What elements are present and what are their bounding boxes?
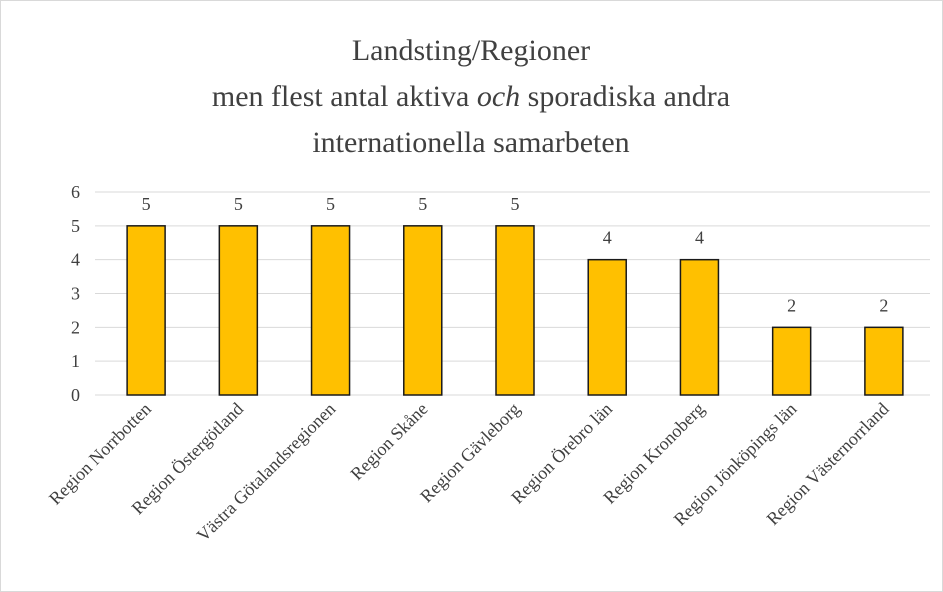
- data-label: 5: [418, 194, 427, 214]
- y-tick-label: 5: [71, 216, 80, 236]
- bar: [126, 225, 166, 396]
- bar: [864, 326, 904, 396]
- y-tick-label: 0: [71, 385, 80, 405]
- bar: [587, 258, 627, 396]
- bar: [495, 225, 535, 396]
- chart-title: men flest antal aktiva: [212, 80, 469, 113]
- y-tick-label: 3: [71, 284, 80, 304]
- bar: [310, 225, 351, 396]
- y-tick-label: 6: [71, 182, 80, 202]
- data-label: 2: [879, 295, 888, 315]
- data-label: 5: [142, 194, 151, 214]
- bar: [403, 225, 443, 396]
- data-label: 2: [787, 295, 796, 315]
- data-label: 5: [234, 194, 243, 214]
- y-tick-label: 4: [71, 250, 80, 270]
- bar: [771, 326, 812, 396]
- chart-title: Landsting/Regioner: [352, 34, 590, 67]
- chart-title: internationella samarbeten: [312, 126, 629, 159]
- data-label: 5: [511, 194, 520, 214]
- y-tick-label: 2: [71, 317, 80, 337]
- chart-title: sporadiska andra: [528, 80, 730, 113]
- data-label: 5: [326, 194, 335, 214]
- chart-title-emphasis: och: [477, 80, 520, 113]
- y-tick-label: 1: [71, 351, 80, 371]
- bar: [679, 258, 720, 396]
- bar: [218, 225, 259, 396]
- data-label: 4: [695, 228, 704, 248]
- chart-title: men flest antal aktiva och sporadiska an…: [212, 80, 730, 113]
- data-label: 4: [603, 228, 612, 248]
